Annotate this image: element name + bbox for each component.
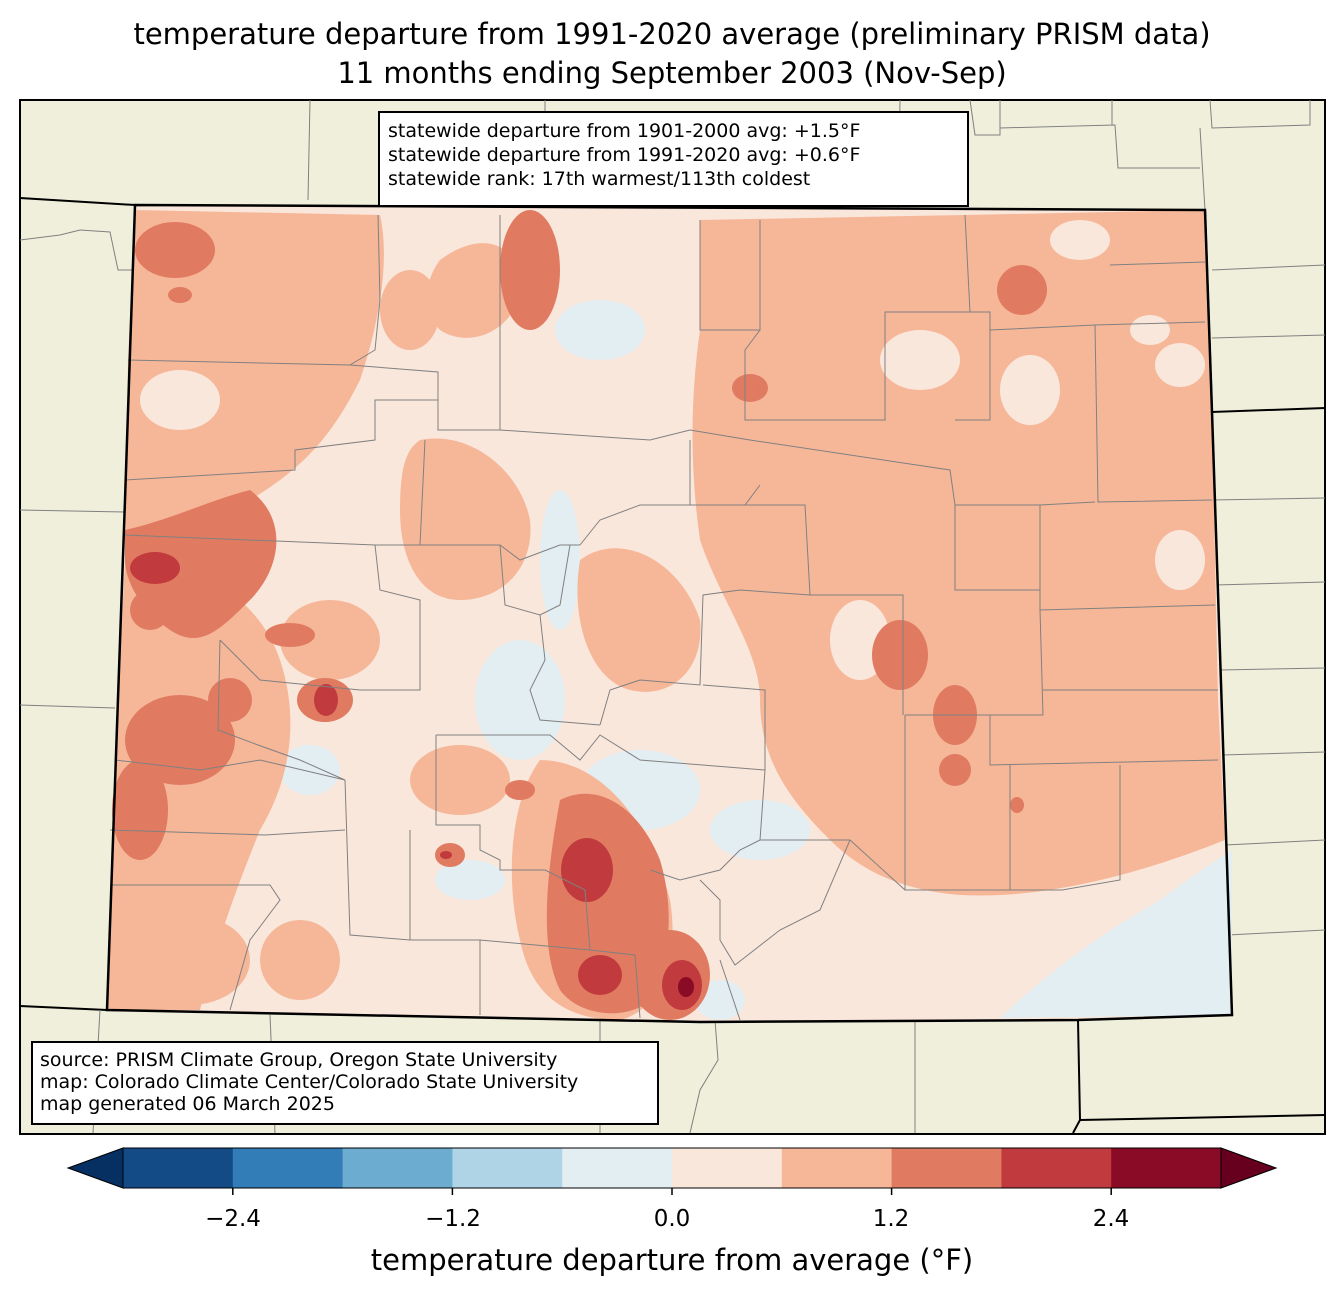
colorbar-bin [1111,1148,1222,1188]
colorbar-bin [123,1148,234,1188]
generated-date-line: map generated 06 March 2025 [40,1093,335,1115]
colorbar-bin [452,1148,563,1188]
colorbar-extend-low [66,1147,124,1189]
map-credit-line: map: Colorado Climate Center/Colorado St… [40,1071,579,1093]
colorbar-bin [891,1148,1002,1188]
much-above-average-zones [678,977,694,997]
colorbar-bin [672,1148,783,1188]
colorbar-bin [781,1148,893,1188]
well-above-average-zones [130,552,702,1010]
source-line: source: PRISM Climate Group, Oregon Stat… [40,1049,558,1071]
colorbar-bin [1001,1148,1112,1188]
colorbar-tick-label: −2.4 [205,1206,261,1232]
stats-rank: statewide rank: 17th warmest/113th colde… [388,168,811,190]
colorbar-tick-label: 1.2 [872,1206,910,1232]
colorbar-bin [342,1148,453,1188]
above-average-zones [112,210,1047,1020]
map-title-line-2: 11 months ending September 2003 (Nov-Sep… [337,56,1007,90]
colorbar-bin [562,1148,673,1188]
map-title-line-1: temperature departure from 1991-2020 ave… [133,17,1211,51]
colorbar-extend-high [1220,1147,1278,1189]
statewide-stats-box: statewide departure from 1901-2000 avg: … [378,111,969,207]
stats-departure-1991-2020: statewide departure from 1991-2020 avg: … [388,144,861,166]
colorbar-label: temperature departure from average (°F) [370,1243,974,1277]
source-box: source: PRISM Climate Group, Oregon Stat… [31,1041,659,1125]
colorado-state-border [105,203,1234,1024]
colorbar-tick-label: −1.2 [425,1206,481,1232]
colorbar-tick-label: 2.4 [1092,1206,1130,1232]
colorbar-tick-label: 0.0 [653,1206,691,1232]
colorbar-bin [232,1148,344,1188]
colorbar [66,1147,1278,1195]
colorado-temperature-map [19,99,1326,1135]
colorado-county-lines [109,214,1219,1021]
stats-departure-1901-2000: statewide departure from 1901-2000 avg: … [388,120,861,142]
